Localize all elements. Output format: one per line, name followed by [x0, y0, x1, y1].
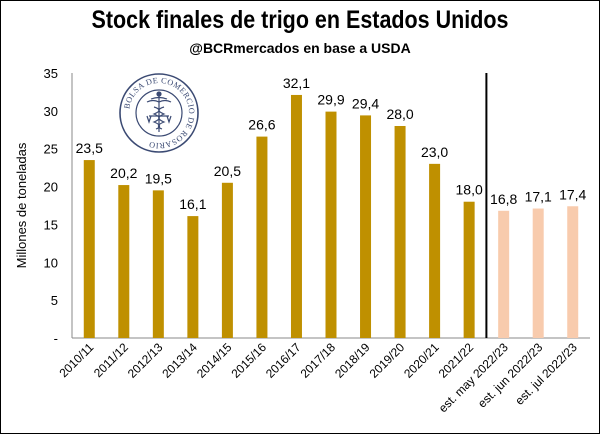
data-label: 26,6 [248, 117, 275, 133]
bar [394, 126, 406, 338]
data-label: 28,0 [386, 106, 413, 122]
bar [118, 185, 130, 338]
y-tick-label: 15 [44, 217, 58, 232]
bar [187, 216, 199, 338]
x-tick-label: 2011/12 [91, 340, 131, 380]
y-tick-label: 35 [44, 66, 58, 81]
x-tick-label: 2019/20 [367, 340, 408, 381]
x-tick-label: 2015/16 [228, 340, 269, 381]
x-tick-label: 2020/21 [401, 340, 442, 381]
bar [360, 115, 372, 339]
bar [221, 182, 233, 338]
data-label: 17,1 [525, 189, 552, 205]
y-axis-label: Millones de toneladas [14, 142, 29, 268]
bar [83, 160, 95, 338]
caduceus-icon [146, 91, 172, 132]
y-tick-label: 20 [44, 180, 58, 195]
data-label: 19,5 [145, 170, 172, 186]
data-label: 20,5 [214, 163, 241, 179]
chart-title: Stock finales de trigo en Estados Unidos [91, 6, 509, 34]
data-label: 32,1 [283, 75, 310, 91]
x-tick-label: est. jul 2022/23 [512, 340, 580, 408]
data-label: 23,5 [76, 140, 103, 156]
y-tick-label: 5 [51, 293, 58, 308]
y-tick-label: 10 [44, 255, 58, 270]
data-label: 23,0 [421, 144, 448, 160]
data-label: 17,4 [559, 186, 586, 202]
bcr-seal-logo: BOLSA DE COMERCIO DE ROSARIO [119, 73, 199, 153]
x-tick-label: 2018/19 [332, 340, 373, 381]
data-label: 18,0 [456, 182, 483, 198]
x-tick-label: 2014/15 [194, 340, 235, 381]
bar [463, 201, 475, 338]
x-tick-label: 2010/11 [56, 340, 96, 380]
data-label: 16,8 [490, 191, 517, 207]
x-tick-label: 2012/13 [125, 340, 166, 381]
y-tick-label: 30 [44, 104, 58, 119]
bar [567, 206, 579, 338]
data-label: 16,1 [179, 196, 206, 212]
data-label: 29,9 [317, 92, 344, 108]
bar [290, 94, 302, 338]
bar [256, 136, 268, 338]
x-tick-label: 2013/14 [159, 340, 200, 381]
bar [498, 210, 510, 338]
bar [152, 190, 164, 338]
y-tick-label: 25 [44, 142, 58, 157]
chart-subtitle: @BCRmercados en base a USDA [189, 40, 411, 56]
data-label: 29,4 [352, 95, 379, 111]
bar [325, 111, 337, 338]
x-tick-label: 2016/17 [263, 340, 304, 381]
data-label: 20,2 [110, 165, 137, 181]
bar [429, 163, 441, 338]
y-tick-label: - [54, 331, 58, 346]
bar [532, 208, 544, 338]
x-tick-label: 2017/18 [298, 340, 339, 381]
